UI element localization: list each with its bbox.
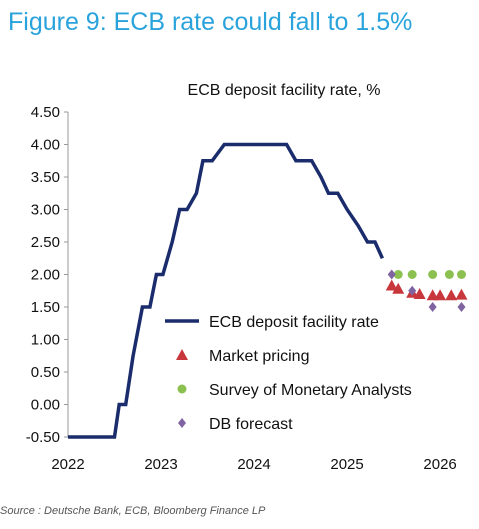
x-tick-label: 2026 xyxy=(423,456,456,473)
legend-label: DB forecast xyxy=(209,416,293,433)
figure-title: Figure 9: ECB rate could fall to 1.5% xyxy=(8,8,413,36)
legend-swatch-diamond xyxy=(178,418,186,428)
y-tick-label: 2.00 xyxy=(31,267,60,284)
point-triangle xyxy=(392,282,405,294)
chart-axes: 4.50 4.00 3.50 3.00 2.50 2.00 1.50 1.00 0.50 0.00… xyxy=(26,104,457,473)
point-triangle xyxy=(434,289,447,301)
point-diamond xyxy=(428,302,437,312)
chart-title: ECB deposit facility rate, % xyxy=(188,82,381,99)
x-tick-label: 2024 xyxy=(237,456,270,473)
y-tick-label: 3.00 xyxy=(31,202,60,219)
point-diamond xyxy=(387,269,396,280)
point-circle xyxy=(407,270,417,279)
series-line-ecb-rate xyxy=(68,142,384,439)
point-triangle xyxy=(455,288,468,300)
y-tick-label: -0.50 xyxy=(26,429,60,446)
y-tick-label: 0.50 xyxy=(31,364,60,381)
y-tick-label: 0.00 xyxy=(31,397,60,414)
x-tick-label: 2025 xyxy=(330,456,363,473)
point-diamond xyxy=(457,302,466,312)
y-tick-label: 1.00 xyxy=(31,332,60,349)
chart-marks xyxy=(68,142,468,439)
x-tick-label: 2022 xyxy=(51,456,84,473)
legend-swatch-triangle xyxy=(176,349,188,360)
point-diamond xyxy=(408,285,417,296)
point-triangle xyxy=(445,289,458,301)
x-tick-label: 2023 xyxy=(144,456,177,473)
legend-label: Market pricing xyxy=(209,348,309,365)
y-tick-label: 4.50 xyxy=(31,104,60,121)
point-triangle xyxy=(413,288,426,299)
source-note: Source : Deutsche Bank, ECB, Bloomberg F… xyxy=(0,505,266,517)
y-tick-label: 2.50 xyxy=(31,234,60,251)
legend-swatch-circle xyxy=(177,384,187,394)
point-circle xyxy=(393,270,403,279)
point-circle xyxy=(428,270,438,279)
y-tick-label: 3.50 xyxy=(31,169,60,186)
point-circle xyxy=(456,270,466,279)
y-tick-label: 4.00 xyxy=(31,137,60,154)
legend-label: ECB deposit facility rate xyxy=(209,314,379,331)
chart-legend: ECB deposit facility rate Market pricing S… xyxy=(165,314,412,433)
legend-label: Survey of Monetary Analysts xyxy=(209,382,412,399)
y-tick-label: 1.50 xyxy=(31,299,60,316)
point-triangle xyxy=(385,279,398,291)
point-circle xyxy=(444,270,454,279)
